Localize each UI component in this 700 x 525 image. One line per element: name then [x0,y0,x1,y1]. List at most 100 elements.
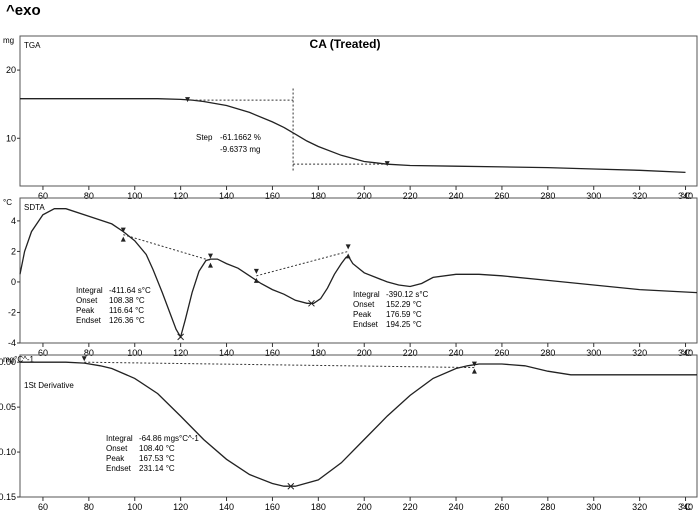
x-tick-label: 300 [586,191,601,201]
x-tick-label: 300 [586,502,601,512]
x-tick-label: 60 [38,191,48,201]
step-percent: -61.1662 % [220,133,261,142]
annotation-value: 167.53 °C [139,454,175,463]
peak-baseline [123,234,211,262]
annotation-value: 231.14 °C [139,464,175,473]
annotation-key: Endset [76,316,102,325]
annotation-key: Integral [76,286,103,295]
x-tick-label: 200 [357,348,372,358]
series-line [20,98,686,174]
chart-title: CA (Treated) [310,37,381,51]
annotation-value: 108.40 °C [139,444,175,453]
peak-marker [287,482,295,490]
annotation-key: Onset [76,296,98,305]
baseline-marker [471,368,477,374]
peak-baseline [84,361,475,369]
y-tick-label: -2 [8,307,16,317]
x-tick-label: 80 [84,502,94,512]
annotation-key: Peak [106,454,125,463]
x-tick-label: 280 [540,502,555,512]
annotation-value: 126.36 °C [109,316,145,325]
baseline-marker [185,97,191,103]
x-unit-label: °C [681,348,692,358]
x-tick-label: 280 [540,348,555,358]
y-tick-label: -0.15 [0,492,16,502]
annotation-key: Integral [106,434,133,443]
annotation-value: 116.64 °C [109,306,144,315]
x-tick-label: 340 [678,502,693,512]
x-tick-label: 320 [632,348,647,358]
x-tick-label: 220 [403,191,418,201]
x-tick-label: 160 [265,502,280,512]
x-tick-label: 240 [449,502,464,512]
x-tick-label: 80 [84,191,94,201]
baseline-marker [253,268,259,274]
x-tick-label: 340 [678,348,693,358]
x-tick-label: 220 [403,502,418,512]
x-tick-label: 60 [38,502,48,512]
x-unit-label: °C [681,191,692,201]
x-tick-label: 320 [632,502,647,512]
x-tick-label: 280 [540,191,555,201]
baseline-marker [207,253,213,259]
y-unit-label: mg°C^-1 [3,355,35,364]
x-tick-label: 180 [311,502,326,512]
step-mass: -9.6373 mg [220,145,260,154]
x-tick-label: 60 [38,348,48,358]
baseline-marker [253,277,259,283]
x-tick-label: 120 [173,191,188,201]
x-tick-label: 260 [494,502,509,512]
y-unit-label: °C [3,198,12,207]
y-tick-label: 10 [6,133,16,143]
annotation-key: Onset [106,444,128,453]
annotation-key: Endset [353,320,379,329]
annotation-value: -411.64 s°C [109,286,151,295]
x-tick-label: 120 [173,348,188,358]
series-line [20,361,697,487]
x-tick-label: 140 [219,502,234,512]
plot-frame [19,197,698,344]
panel-0: 60 80 100 120 140 160 180 200 220 240 260 280 300 320… [3,35,698,201]
x-tick-label: 320 [632,191,647,201]
x-tick-label: 300 [586,348,601,358]
x-tick-label: 140 [219,191,234,201]
baseline-marker [345,253,351,259]
x-tick-label: 160 [265,191,280,201]
y-tick-label: 20 [6,65,16,75]
baseline-marker [120,227,126,233]
x-tick-label: 100 [127,348,142,358]
annotation-key: Peak [353,310,372,319]
series-label: 1St Derivative [24,381,74,390]
annotation-value: 108.38 °C [109,296,145,305]
baseline-marker [345,244,351,250]
x-tick-label: 260 [494,191,509,201]
x-tick-label: 180 [311,191,326,201]
x-unit-label: °C [681,502,692,512]
baseline-marker [471,361,477,367]
annotation-value: 194.25 °C [386,320,422,329]
y-tick-label: 4 [11,216,16,226]
exo-direction-label: ^exo [6,2,41,19]
y-tick-label: 2 [11,246,16,256]
annotation-key: Onset [353,300,375,309]
series-label: TGA [24,41,41,50]
x-tick-label: 80 [84,348,94,358]
x-tick-label: 220 [403,348,418,358]
x-tick-label: 120 [173,502,188,512]
baseline-marker [81,356,87,362]
x-tick-label: 180 [311,348,326,358]
x-tick-label: 140 [219,348,234,358]
x-tick-label: 160 [265,348,280,358]
annotation-value: 176.59 °C [386,310,422,319]
series-label: SDTA [24,203,45,212]
x-tick-label: 200 [357,502,372,512]
y-tick-label: 0 [11,277,16,287]
x-tick-label: 240 [449,191,464,201]
x-tick-label: 240 [449,348,464,358]
baseline-marker [207,262,213,268]
annotation-key: Integral [353,290,380,299]
annotation-value: -64.86 mgs°C^-1 [139,434,199,443]
baseline-marker [384,161,390,167]
plot-frame [19,354,698,498]
